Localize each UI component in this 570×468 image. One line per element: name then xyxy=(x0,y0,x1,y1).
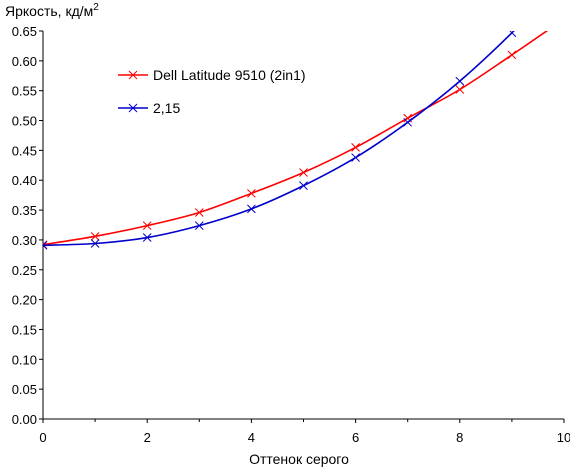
legend-marker xyxy=(128,70,138,80)
legend: Dell Latitude 9510 (2in1) 2,15 xyxy=(118,67,306,116)
data-point-marker xyxy=(351,143,360,152)
x-tick-labels: 0 2 4 6 8 10 xyxy=(39,419,570,445)
data-point-marker xyxy=(299,168,308,177)
series-line xyxy=(43,31,549,246)
data-point-marker xyxy=(455,76,465,86)
legend-label: Dell Latitude 9510 (2in1) xyxy=(153,67,306,83)
data-point-marker xyxy=(43,240,48,250)
y-axis-title-text: Яркость, кд/м xyxy=(5,3,93,19)
data-point-marker xyxy=(142,221,152,230)
series-2 xyxy=(43,31,517,250)
data-point-marker xyxy=(299,181,308,190)
x-tick-label: 8 xyxy=(456,430,463,445)
y-tick-label: 0.60 xyxy=(12,54,37,69)
y-tick-label: 0.30 xyxy=(12,233,37,248)
y-tick-label: 0.10 xyxy=(12,352,37,367)
series-layer xyxy=(43,15,568,250)
legend-item: 2,15 xyxy=(118,100,180,116)
data-point-marker xyxy=(194,208,204,217)
legend-item: Dell Latitude 9510 (2in1) xyxy=(118,67,306,83)
x-axis-title: Оттенок серого xyxy=(249,451,349,467)
y-tick-label: 0.35 xyxy=(12,203,37,218)
data-point-marker xyxy=(507,31,517,38)
x-tick-label: 4 xyxy=(248,430,255,445)
data-point-marker xyxy=(247,204,256,214)
y-tick-label: 0.65 xyxy=(12,24,37,39)
legend-marker xyxy=(128,103,138,113)
y-tick-label: 0.50 xyxy=(12,114,37,129)
y-tick-label: 0.20 xyxy=(12,293,37,308)
data-point-marker xyxy=(455,85,465,94)
data-point-marker xyxy=(90,231,100,241)
data-point-marker xyxy=(90,239,100,248)
y-tick-label: 0.45 xyxy=(12,143,37,158)
x-tick-label: 0 xyxy=(39,430,46,445)
data-point-marker xyxy=(142,233,152,242)
y-axis-title-superscript: 2 xyxy=(93,2,99,13)
axes xyxy=(42,31,564,420)
x-tick-label: 10 xyxy=(557,430,570,445)
y-axis-title: Яркость, кд/м2 xyxy=(5,2,99,19)
data-point-marker xyxy=(194,221,204,230)
y-tick-label: 0.40 xyxy=(12,173,37,188)
y-tick-label: 0.25 xyxy=(12,263,37,278)
data-point-marker xyxy=(351,153,360,162)
y-tick-label: 0.15 xyxy=(12,322,37,337)
y-tick-labels: 0.00 0.05 0.10 0.15 0.20 0.25 0.30 0.35 0.40 0.45… xyxy=(12,24,43,427)
data-point-marker xyxy=(507,50,517,60)
x-tick-label: 2 xyxy=(144,430,151,445)
legend-label: 2,15 xyxy=(153,100,180,116)
y-tick-label: 0.55 xyxy=(12,84,37,99)
series-1 xyxy=(43,15,568,250)
x-tick-label: 6 xyxy=(352,430,359,445)
series-line xyxy=(43,31,515,247)
data-point-marker xyxy=(403,117,413,127)
data-point-marker xyxy=(560,15,568,23)
y-tick-label: 0.00 xyxy=(12,412,37,427)
data-point-marker xyxy=(247,189,256,198)
y-tick-label: 0.05 xyxy=(12,382,37,397)
